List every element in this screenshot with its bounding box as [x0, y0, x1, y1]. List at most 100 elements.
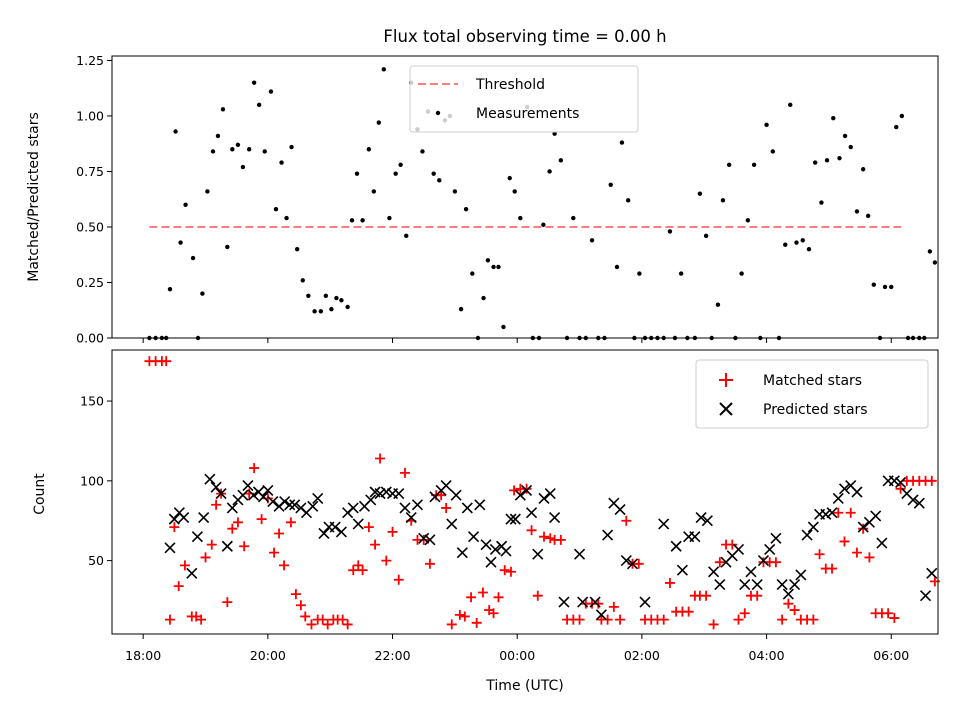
measurement-point	[518, 215, 523, 221]
predicted-star-point	[247, 489, 260, 501]
matched-star-point	[777, 614, 788, 625]
matched-star-point	[477, 587, 488, 598]
measurement-point	[289, 144, 294, 150]
matched-star-point	[488, 608, 499, 619]
measurement-point	[294, 246, 300, 252]
matched-star-point	[864, 552, 875, 563]
matched-star-point	[348, 565, 359, 576]
bottom-xtick-label: 04:00	[749, 648, 785, 663]
predicted-star-point	[284, 499, 296, 511]
predicted-star-point	[500, 545, 512, 557]
measurement-point	[220, 107, 226, 112]
measurement-point	[485, 258, 491, 263]
bottom-xtick-label: 22:00	[375, 648, 411, 663]
measurement-point	[571, 215, 576, 221]
matched-star-point	[200, 552, 211, 563]
predicted-star-point	[708, 566, 720, 578]
matched-star-point	[509, 485, 520, 496]
measurement-point	[200, 291, 205, 296]
measurement-point	[235, 142, 241, 148]
predicted-star-point	[851, 486, 863, 498]
bottom-ytick-label: 100	[80, 473, 104, 488]
measurement-point	[306, 293, 311, 299]
predicted-star-point	[739, 578, 751, 591]
predicted-star-point	[365, 494, 377, 506]
predicted-star-point	[215, 488, 227, 500]
predicted-star-point	[393, 488, 405, 500]
measurement-point	[491, 264, 496, 270]
bottom-data-marks	[144, 356, 940, 630]
predicted-star-point	[745, 566, 757, 578]
predicted-star-point	[405, 511, 417, 524]
predicted-star-point	[558, 596, 570, 608]
matched-star-point	[555, 534, 566, 545]
measurement-point	[404, 233, 409, 239]
measurement-point	[637, 271, 642, 276]
matched-star-point	[521, 483, 532, 494]
measurement-point	[279, 160, 284, 165]
measurement-point	[697, 191, 703, 196]
matched-star-point	[322, 619, 333, 630]
matched-star-point	[375, 453, 386, 464]
matched-star-point	[393, 574, 404, 585]
top-ytick-label: 0.00	[76, 331, 104, 346]
measurement-point	[800, 238, 805, 243]
matched-star-point	[545, 533, 556, 544]
measurement-point	[764, 122, 769, 128]
measurement-point	[831, 115, 836, 121]
predicted-star-point	[807, 521, 819, 533]
predicted-star-point	[399, 502, 411, 514]
matched-star-point	[300, 611, 311, 622]
matched-star-point	[895, 483, 906, 494]
matched-star-point	[169, 522, 180, 533]
predicted-star-point	[832, 492, 844, 504]
matched-star-point	[574, 614, 585, 625]
matched-star-point	[285, 517, 296, 528]
matched-star-point	[845, 507, 856, 518]
predicted-star-point	[374, 488, 386, 500]
predicted-star-point	[573, 548, 586, 560]
predicted-star-point	[221, 540, 233, 552]
matched-star-point	[615, 614, 626, 625]
measurement-point	[360, 218, 365, 223]
measurement-point	[552, 131, 557, 136]
bottom-xtick-label: 20:00	[250, 648, 286, 663]
predicted-star-point	[474, 499, 486, 511]
predicted-star-point	[838, 483, 851, 495]
measurement-point	[496, 264, 501, 270]
predicted-star-point	[919, 590, 932, 602]
matched-star-point	[279, 560, 290, 571]
measurement-point	[366, 147, 372, 152]
measurement-point	[854, 209, 860, 214]
top-ytick-label: 1.00	[76, 108, 104, 123]
measurement-point	[848, 144, 853, 150]
predicted-star-point	[242, 480, 254, 492]
matched-star-point	[317, 614, 328, 625]
predicted-star-point	[870, 510, 882, 522]
matched-star-point	[399, 467, 410, 478]
predicted-star-point	[895, 476, 907, 488]
matched-star-point	[714, 557, 725, 568]
matched-star-point	[173, 581, 184, 592]
matched-star-point	[211, 499, 222, 510]
predicted-star-point	[468, 531, 480, 543]
measurement-point	[481, 295, 486, 301]
matched-star-point	[424, 558, 435, 569]
measurement-point	[387, 215, 392, 221]
predicted-star-point	[318, 527, 330, 540]
predicted-star-point	[461, 502, 473, 514]
predicted-star-point	[544, 488, 556, 500]
measurement-point	[470, 271, 475, 276]
measurement-point	[842, 133, 848, 139]
matched-star-point	[206, 539, 217, 550]
measurement-point	[376, 120, 382, 125]
measurement-point	[625, 198, 631, 203]
top-legend-box	[409, 65, 639, 133]
matched-star-point	[357, 565, 368, 576]
predicted-star-point	[757, 555, 770, 567]
matched-star-point	[814, 549, 825, 560]
matched-star-point	[342, 619, 353, 630]
predicted-star-point	[418, 532, 430, 544]
predicted-star-point	[732, 543, 745, 556]
predicted-star-point	[876, 537, 888, 549]
